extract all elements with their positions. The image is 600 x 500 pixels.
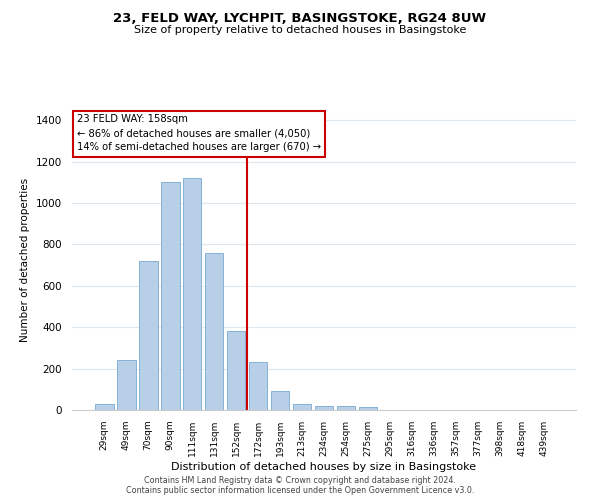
Bar	[117, 360, 136, 410]
Bar	[227, 332, 245, 410]
Text: 23, FELD WAY, LYCHPIT, BASINGSTOKE, RG24 8UW: 23, FELD WAY, LYCHPIT, BASINGSTOKE, RG24…	[113, 12, 487, 26]
Bar	[271, 392, 289, 410]
Bar	[293, 404, 311, 410]
Bar	[205, 253, 223, 410]
Y-axis label: Number of detached properties: Number of detached properties	[20, 178, 31, 342]
Bar	[161, 182, 179, 410]
Bar	[139, 261, 158, 410]
X-axis label: Distribution of detached houses by size in Basingstoke: Distribution of detached houses by size …	[172, 462, 476, 471]
Bar	[337, 406, 355, 410]
Bar	[314, 406, 334, 410]
Bar	[249, 362, 268, 410]
Text: Size of property relative to detached houses in Basingstoke: Size of property relative to detached ho…	[134, 25, 466, 35]
Text: 23 FELD WAY: 158sqm
← 86% of detached houses are smaller (4,050)
14% of semi-det: 23 FELD WAY: 158sqm ← 86% of detached ho…	[77, 114, 321, 152]
Bar	[95, 404, 113, 410]
Text: Contains public sector information licensed under the Open Government Licence v3: Contains public sector information licen…	[126, 486, 474, 495]
Text: Contains HM Land Registry data © Crown copyright and database right 2024.: Contains HM Land Registry data © Crown c…	[144, 476, 456, 485]
Bar	[359, 407, 377, 410]
Bar	[183, 178, 202, 410]
